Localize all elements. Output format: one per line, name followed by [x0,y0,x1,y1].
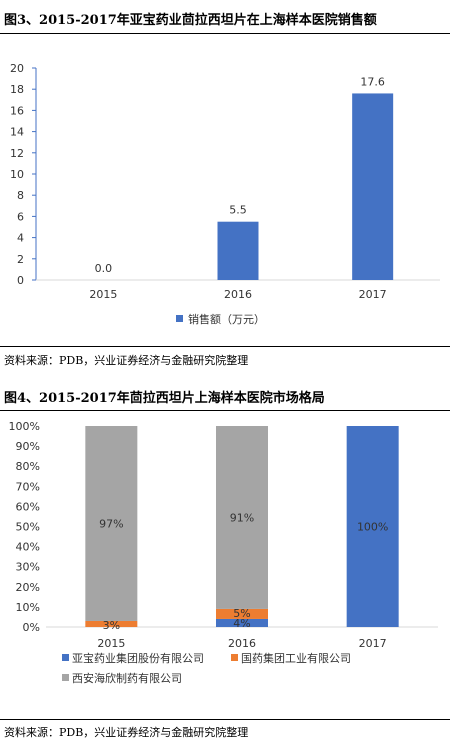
y-tick-label: 8 [17,189,24,202]
y-tick-label: 50% [16,521,40,534]
y-tick-label: 20 [10,62,24,75]
y-tick-label: 100% [9,420,40,433]
y-tick-label: 14 [10,126,24,139]
legend-swatch [62,654,69,661]
stacked-bar-segment [216,618,268,627]
y-tick-label: 10 [10,168,24,181]
figure4-source-note: 资料来源：PDB，兴业证券经济与金融研究院整理 [4,726,249,739]
bar-data-label: 17.6 [360,75,385,88]
figure4-bottom-rule [0,719,450,720]
x-tick-label: 2017 [359,288,387,301]
x-tick-label: 2015 [97,637,125,650]
y-tick-label: 2 [17,253,24,266]
segment-data-label: 91% [230,511,254,524]
y-tick-label: 18 [10,83,24,96]
y-tick-label: 6 [17,210,24,223]
y-tick-label: 16 [10,104,24,117]
stacked-bar-segment [346,426,399,627]
x-tick-label: 2016 [228,637,256,650]
figure3-sales-chart: 0 2 4 6 8 10 12 14 16 18 20 0.0 2015 5.5 2016 17.6 2017 销… [10,62,440,326]
figure3-title: 图3、2015-2017年亚宝药业茴拉西坦片在上海样本医院销售额 [4,13,377,28]
figure4-title: 图4、2015-2017年茴拉西坦片上海样本医院市场格局 [4,391,325,406]
y-tick-label: 0 [17,274,24,287]
y-tick-label: 80% [16,460,40,473]
stacked-bar-segment [85,426,138,621]
figure4-top-rule [0,410,450,411]
y-tick-label: 70% [16,480,40,493]
bar-data-label: 0.0 [95,262,113,275]
segment-data-label: 100% [357,521,388,534]
figure3-source-note: 资料来源：PDB，兴业证券经济与金融研究院整理 [4,354,249,367]
x-tick-label: 2015 [89,288,117,301]
y-tick-label: 4 [17,232,24,245]
y-tick-label: 12 [10,147,24,160]
x-tick-label: 2016 [224,288,252,301]
legend-swatch [176,315,183,322]
bar [217,221,259,280]
segment-data-label: 3% [103,619,120,632]
legend-label: 亚宝药业集团股份有限公司 [72,651,204,665]
stacked-bar-segment [216,426,268,609]
y-tick-label: 60% [16,500,40,513]
legend-swatch [62,674,69,681]
x-tick-label: 2017 [359,637,387,650]
y-tick-label: 90% [16,440,40,453]
figure4-market-share-chart: 0% 10% 20% 30% 40% 50% 60% 70% 80% 90% 100% 3% 97% 20… [9,420,438,685]
stacked-bar-segment [216,608,268,619]
segment-data-label: 4% [233,617,250,630]
legend-label: 销售额（万元） [188,312,265,326]
figure3-bottom-rule [0,346,450,347]
legend-label: 国药集团工业有限公司 [241,651,351,665]
bar [352,93,394,280]
figure3-top-rule [0,33,450,34]
segment-data-label: 5% [233,607,250,620]
y-tick-label: 30% [16,561,40,574]
y-tick-label: 0% [23,621,40,634]
y-tick-label: 20% [16,581,40,594]
y-tick-label: 40% [16,541,40,554]
segment-data-label: 97% [99,517,123,530]
stacked-bar-segment [85,620,138,627]
legend-swatch [231,654,238,661]
bar-data-label: 5.5 [229,204,247,217]
y-tick-label: 10% [16,601,40,614]
legend-label: 西安海欣制药有限公司 [72,671,182,685]
